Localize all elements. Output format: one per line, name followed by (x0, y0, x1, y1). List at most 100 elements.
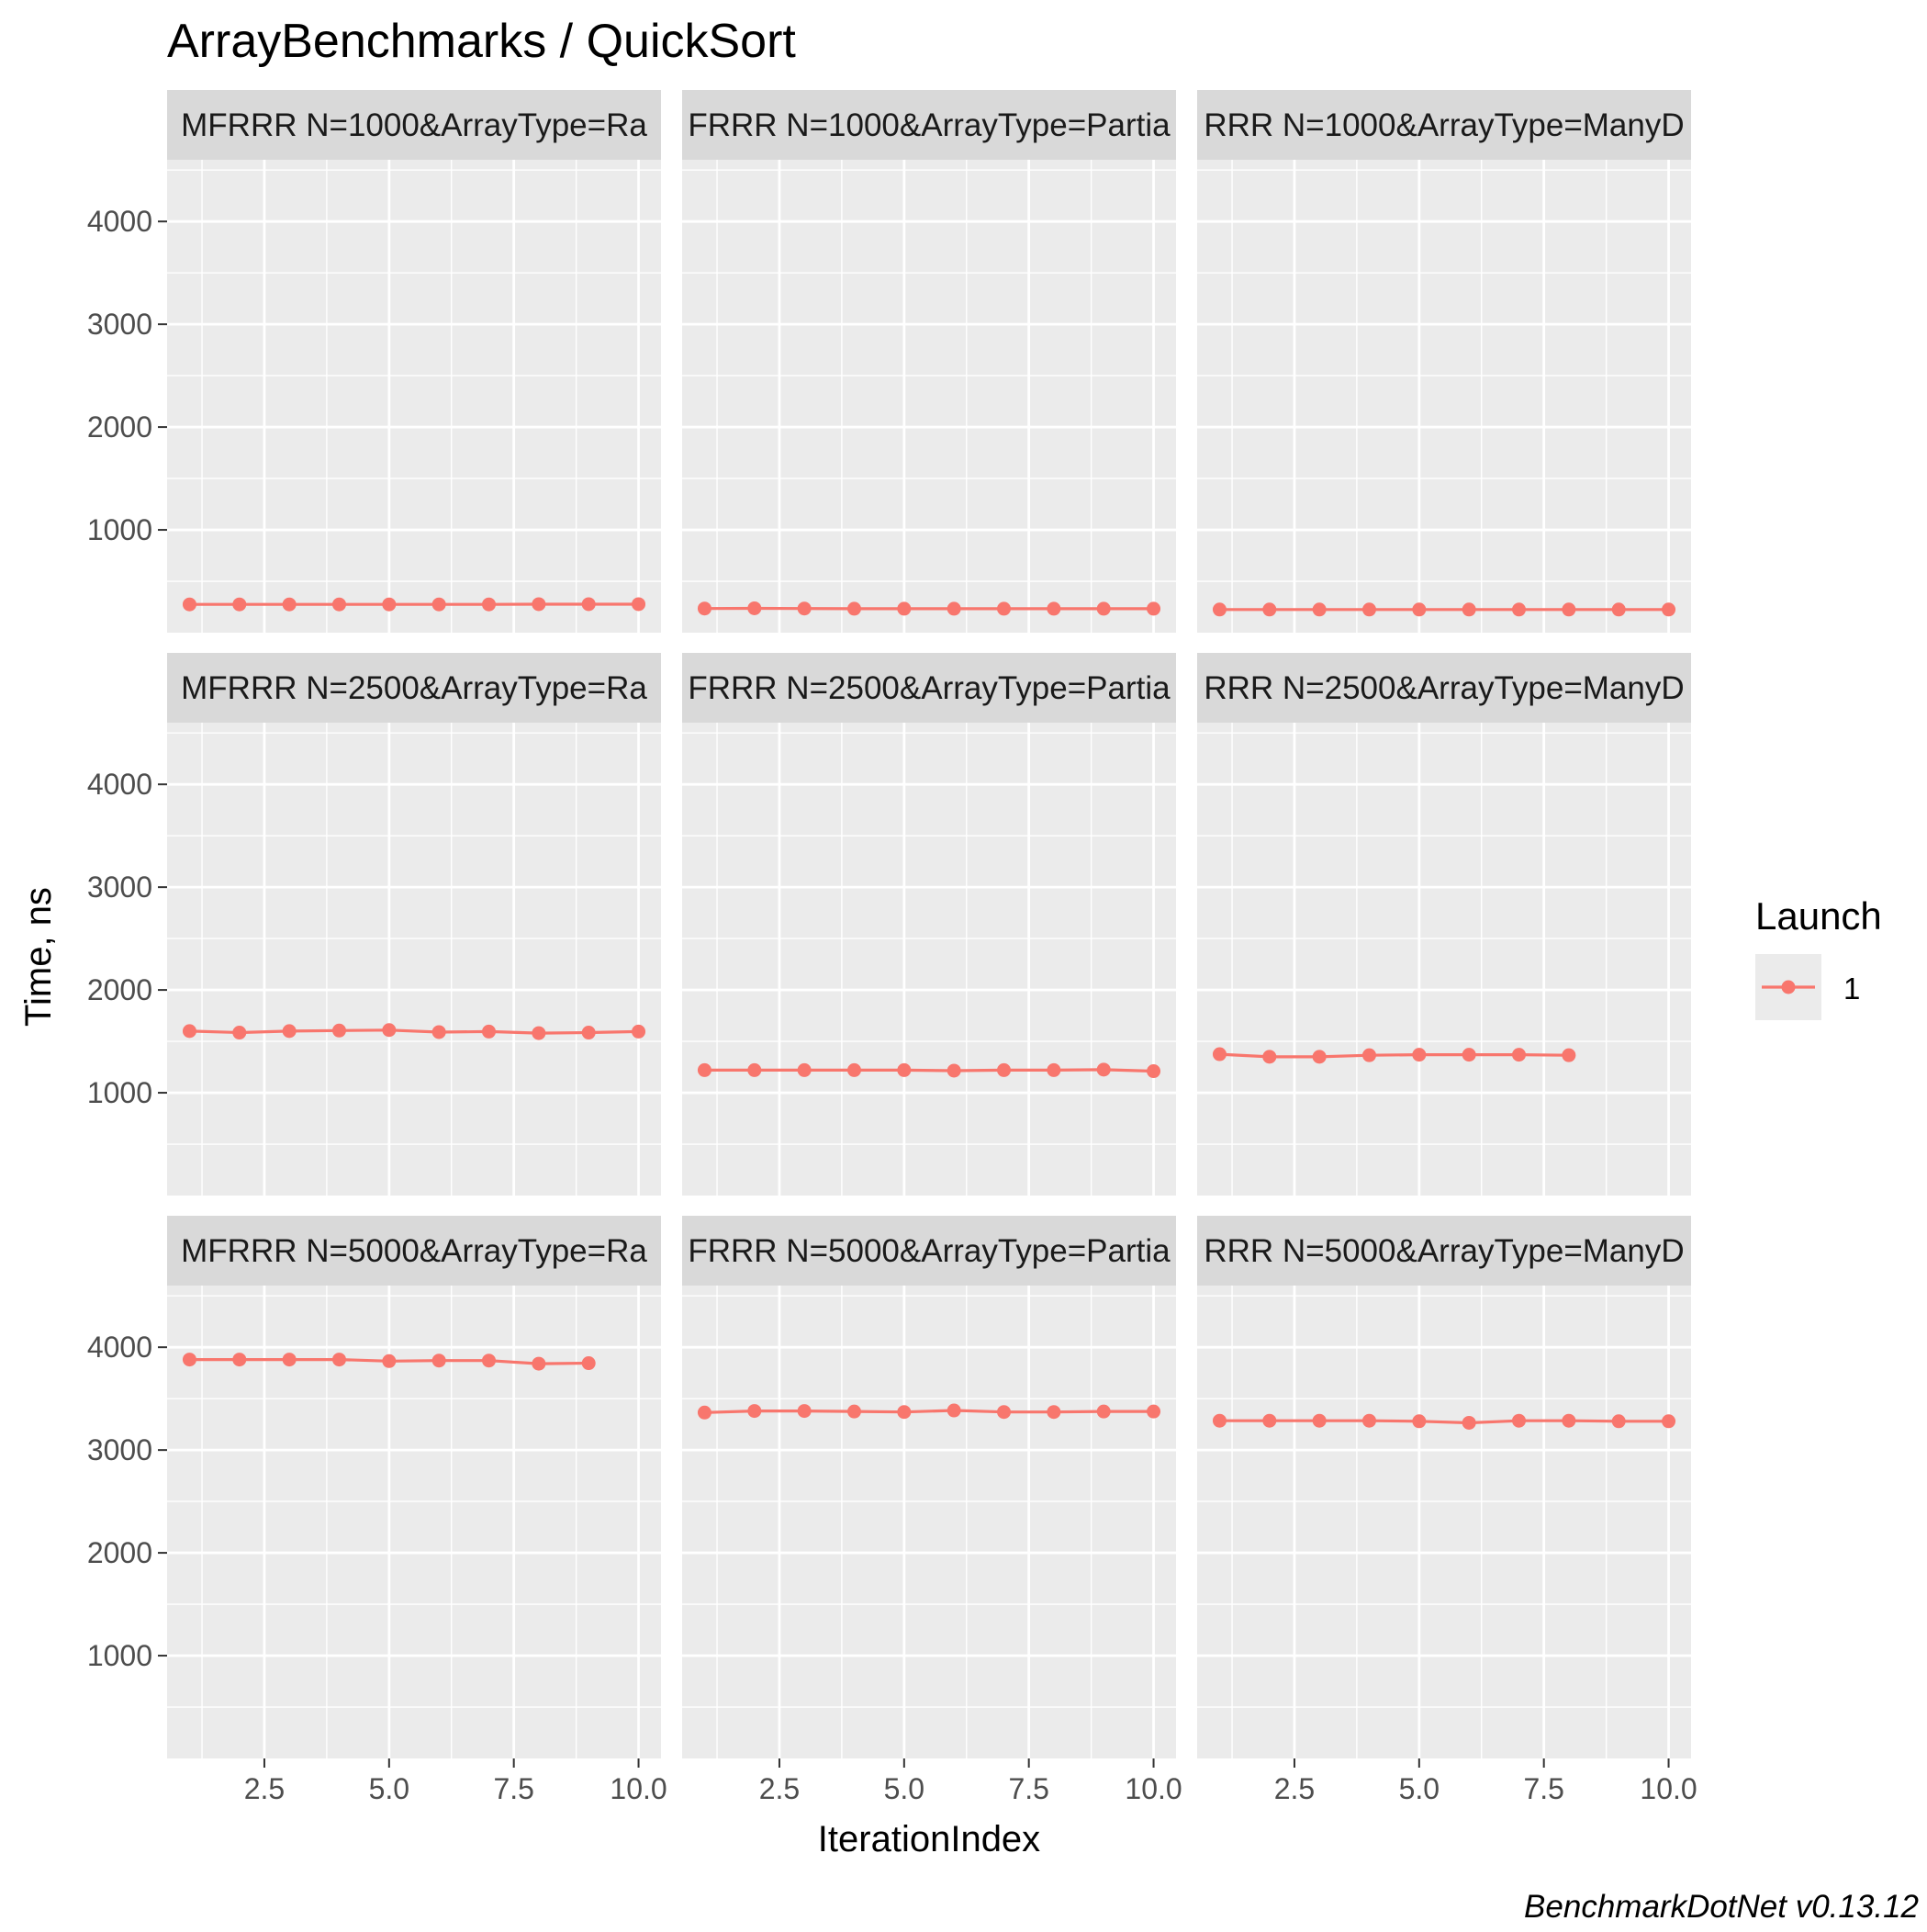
data-point (1213, 602, 1227, 616)
data-point (582, 1356, 596, 1370)
facet-strip-label: FRRR N=1000&ArrayType=Partia (688, 107, 1171, 143)
data-point (1362, 1049, 1376, 1062)
data-point (698, 1063, 711, 1077)
data-point (1562, 1049, 1575, 1062)
data-point (532, 1357, 545, 1371)
facet-strip-label: RRR N=5000&ArrayType=ManyD (1204, 1233, 1684, 1269)
legend-key-point (1782, 981, 1796, 994)
data-point (1147, 1405, 1160, 1419)
legend-entry-label: 1 (1843, 972, 1860, 1005)
facet-strip-label: MFRRR N=2500&ArrayType=Ra (181, 670, 647, 706)
y-tick-label: 4000 (87, 1331, 152, 1364)
data-point (1462, 1416, 1476, 1430)
panel-background (1197, 160, 1691, 633)
data-point (532, 1027, 545, 1040)
x-tick-label: 5.0 (884, 1772, 924, 1805)
data-point (432, 1025, 446, 1039)
data-point (232, 598, 246, 612)
data-point (1313, 602, 1327, 616)
facet-strip-label: RRR N=1000&ArrayType=ManyD (1204, 107, 1684, 143)
x-tick-label: 7.5 (493, 1772, 533, 1805)
facet-panel: RRR N=2500&ArrayType=ManyD (1197, 653, 1691, 1196)
x-tick-label: 5.0 (369, 1772, 409, 1805)
data-point (1562, 1414, 1575, 1428)
data-point (897, 1405, 911, 1419)
data-point (798, 1404, 812, 1418)
panel-background (167, 723, 661, 1196)
data-point (1362, 1414, 1376, 1428)
data-point (1047, 1405, 1060, 1419)
data-point (747, 1063, 761, 1077)
data-point (698, 1406, 711, 1420)
data-point (1412, 1048, 1426, 1061)
facet-strip-label: RRR N=2500&ArrayType=ManyD (1204, 670, 1684, 706)
y-tick-label: 3000 (87, 308, 152, 341)
facet-panel: RRR N=1000&ArrayType=ManyD (1197, 90, 1691, 633)
data-point (798, 601, 812, 615)
y-axis-title: Time, ns (18, 887, 59, 1027)
data-point (1097, 1405, 1111, 1419)
data-point (997, 1063, 1011, 1077)
data-point (698, 601, 711, 615)
data-point (947, 601, 961, 615)
data-point (1412, 602, 1426, 616)
data-point (283, 1353, 297, 1366)
data-point (232, 1026, 246, 1039)
y-tick-label: 4000 (87, 768, 152, 801)
panel-background (1197, 1286, 1691, 1758)
data-point (1262, 602, 1276, 616)
facet-strip-label: MFRRR N=1000&ArrayType=Ra (181, 107, 647, 143)
data-point (1462, 1048, 1476, 1061)
data-point (482, 1354, 496, 1367)
data-point (283, 598, 297, 612)
data-point (847, 601, 861, 615)
data-point (1313, 1414, 1327, 1428)
y-tick-label: 4000 (87, 205, 152, 238)
facet-panel: FRRR N=2500&ArrayType=Partia (682, 653, 1176, 1196)
x-tick-label: 10.0 (1640, 1772, 1697, 1805)
data-point (947, 1063, 961, 1077)
data-point (582, 597, 596, 611)
data-point (482, 1025, 496, 1039)
data-point (997, 1405, 1011, 1419)
data-point (1662, 1414, 1675, 1428)
data-point (382, 1354, 396, 1368)
y-tick-label: 2000 (87, 410, 152, 444)
data-point (632, 597, 645, 611)
facet-strip-label: FRRR N=2500&ArrayType=Partia (688, 670, 1171, 706)
data-point (183, 598, 196, 612)
legend-title: Launch (1755, 894, 1882, 938)
x-tick-label: 2.5 (1274, 1772, 1315, 1805)
y-tick-label: 2000 (87, 973, 152, 1006)
data-point (847, 1405, 861, 1419)
data-point (798, 1063, 812, 1077)
data-point (1612, 1414, 1626, 1428)
facet-strip-label: FRRR N=5000&ArrayType=Partia (688, 1233, 1171, 1269)
data-point (1512, 1048, 1526, 1061)
data-point (897, 1063, 911, 1077)
facet-panel: FRRR N=1000&ArrayType=Partia (682, 90, 1176, 633)
data-point (332, 1024, 346, 1038)
data-point (747, 601, 761, 615)
x-tick-label: 10.0 (1125, 1772, 1182, 1805)
x-tick-label: 5.0 (1399, 1772, 1440, 1805)
data-point (1313, 1050, 1327, 1063)
data-point (1462, 602, 1476, 616)
data-point (382, 1023, 396, 1037)
data-point (747, 1404, 761, 1418)
panel-background (682, 160, 1176, 633)
panels-layer: MFRRR N=1000&ArrayType=Ra 1000 2000 3000 400… (87, 90, 1697, 1805)
y-tick-label: 1000 (87, 1639, 152, 1672)
chart-title: ArrayBenchmarks / QuickSort (167, 15, 796, 68)
x-axis-title: IterationIndex (818, 1819, 1040, 1859)
data-point (897, 601, 911, 615)
data-point (997, 601, 1011, 615)
data-point (482, 598, 496, 612)
data-point (232, 1353, 246, 1366)
data-point (1147, 1064, 1160, 1078)
x-tick-label: 10.0 (610, 1772, 667, 1805)
data-point (1097, 1062, 1111, 1076)
data-point (183, 1353, 196, 1366)
